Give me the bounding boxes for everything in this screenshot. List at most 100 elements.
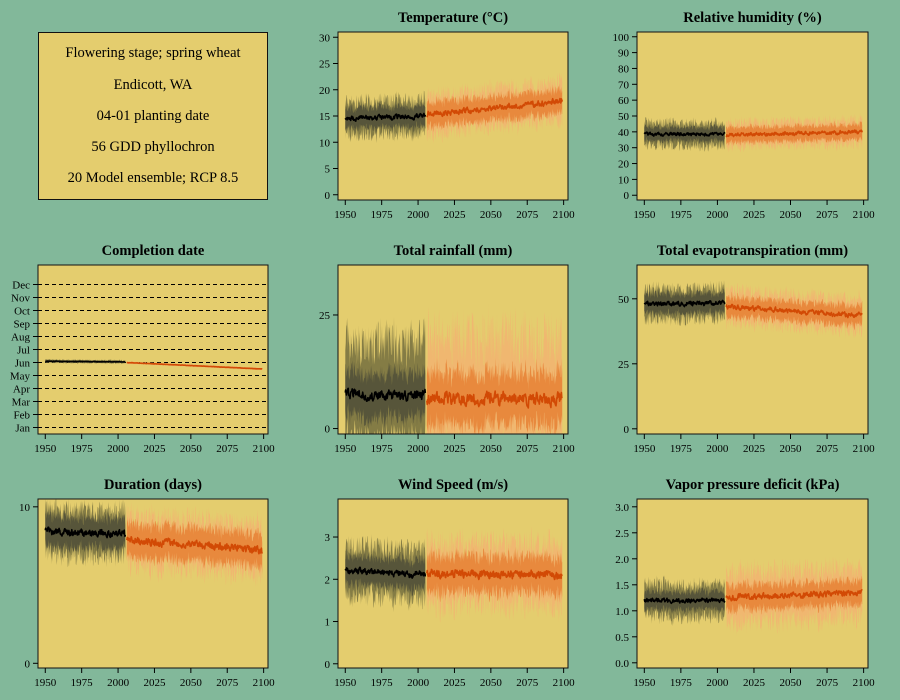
vapor-pressure-deficit-xtick-label-6: 2100 xyxy=(853,677,876,689)
vapor-pressure-deficit-future-inner-band xyxy=(726,575,863,616)
relative-humidity-ytick-label-8: 80 xyxy=(618,63,630,75)
temperature-xtick-label-6: 2100 xyxy=(553,209,576,221)
info-planting-date: 04-01 planting date xyxy=(96,108,210,124)
total-rainfall-xtick-label-0: 1950 xyxy=(334,443,357,455)
duration-historical-mean-line xyxy=(44,526,127,539)
relative-humidity-xtick-label-6: 2100 xyxy=(853,209,876,221)
relative-humidity-ytick-label-1: 10 xyxy=(618,174,630,186)
total-rainfall-frame xyxy=(337,264,569,435)
vapor-pressure-deficit-future-mean-line xyxy=(725,589,863,602)
wind-speed-xtick-label-4: 2050 xyxy=(480,677,503,689)
duration-title: Duration (days) xyxy=(104,477,202,493)
total-evapotranspiration-ytick-label-0: 0 xyxy=(624,424,630,436)
temperature-ytick-label-4: 20 xyxy=(319,85,331,97)
total-evapotranspiration-frame xyxy=(636,264,869,435)
duration-xtick-label-3: 2025 xyxy=(143,677,166,689)
completion-date-xtick-label-0: 1950 xyxy=(34,443,57,455)
completion-date-xtick-label-5: 2075 xyxy=(216,443,239,455)
total-rainfall-xtick-label-3: 2025 xyxy=(443,443,466,455)
duration-xtick-label-1: 1975 xyxy=(71,677,94,689)
vapor-pressure-deficit-ytick-label-3: 1.5 xyxy=(615,580,629,592)
wind-speed-future-mean-line xyxy=(426,568,563,581)
total-evapotranspiration-ytick-label-2: 50 xyxy=(618,294,630,306)
temperature-future-mean-line xyxy=(426,97,563,118)
total-evapotranspiration-xtick-label-0: 1950 xyxy=(633,443,656,455)
total-rainfall-future-mean-line xyxy=(426,390,563,409)
duration-xtick-label-5: 2075 xyxy=(216,677,239,689)
temperature-historical-mean-line xyxy=(344,112,427,122)
relative-humidity-plot-area xyxy=(637,32,868,200)
vapor-pressure-deficit-xtick-label-4: 2050 xyxy=(780,677,803,689)
duration-future-mean-line xyxy=(126,536,263,555)
total-evapotranspiration-title: Total evapotranspiration (mm) xyxy=(657,243,848,259)
temperature-xtick-label-2: 2000 xyxy=(407,209,430,221)
total-rainfall-ytick-label-0: 0 xyxy=(325,424,331,436)
vapor-pressure-deficit-ytick-label-5: 2.5 xyxy=(615,528,629,540)
completion-date-ytick-label-11: Dec xyxy=(12,280,30,292)
info-location: Endicott, WA xyxy=(113,77,193,93)
relative-humidity-ytick-label-10: 100 xyxy=(613,32,630,44)
vapor-pressure-deficit-xtick-label-3: 2025 xyxy=(743,677,766,689)
vapor-pressure-deficit-xtick-label-5: 2075 xyxy=(816,677,839,689)
completion-date-xtick-label-4: 2050 xyxy=(180,443,203,455)
duration-ytick-label-1: 10 xyxy=(19,502,31,514)
relative-humidity-ytick-label-5: 50 xyxy=(618,111,630,123)
relative-humidity-ytick-label-2: 20 xyxy=(618,159,630,171)
total-rainfall-historical-inner-band xyxy=(345,360,426,429)
wind-speed-chart: Wind Speed (m/s) 0 1 2 3 1950 1975 2000 2025 2050… xyxy=(325,477,576,689)
completion-date-ytick-label-5: Jun xyxy=(15,358,31,370)
total-rainfall-xtick-label-2: 2000 xyxy=(407,443,430,455)
temperature-xtick-label-3: 2025 xyxy=(443,209,466,221)
temperature-ytick-label-1: 5 xyxy=(325,164,331,176)
temperature-ytick-label-0: 0 xyxy=(325,190,331,202)
completion-date-xtick-label-2: 2000 xyxy=(107,443,130,455)
completion-date-chart: Completion date JanFebMarAprMayJunJulAugS… xyxy=(10,243,275,455)
vapor-pressure-deficit-frame xyxy=(636,498,869,669)
completion-date-ytick-label-4: May xyxy=(10,371,31,383)
temperature-ytick-label-2: 10 xyxy=(319,137,331,149)
total-evapotranspiration-future-mean-line xyxy=(725,303,863,319)
vapor-pressure-deficit-ytick-label-2: 1.0 xyxy=(615,606,629,618)
wind-speed-ytick-label-3: 3 xyxy=(325,532,331,544)
total-rainfall-xtick-label-5: 2075 xyxy=(516,443,539,455)
completion-date-ytick-label-7: Aug xyxy=(11,332,30,344)
completion-date-ytick-label-2: Mar xyxy=(12,397,31,409)
total-evapotranspiration-xtick-label-3: 2025 xyxy=(743,443,766,455)
wind-speed-xtick-label-1: 1975 xyxy=(371,677,394,689)
duration-future-inner-band xyxy=(126,516,263,576)
wind-speed-xtick-label-6: 2100 xyxy=(553,677,576,689)
total-evapotranspiration-xtick-label-6: 2100 xyxy=(853,443,876,455)
relative-humidity-ytick-label-7: 70 xyxy=(618,79,630,91)
relative-humidity-xtick-label-4: 2050 xyxy=(780,209,803,221)
total-evapotranspiration-ytick-label-1: 25 xyxy=(618,359,630,371)
duration-frame xyxy=(37,498,269,669)
total-evapotranspiration-historical-inner-band xyxy=(644,288,725,320)
wind-speed-historical-mean-line xyxy=(344,566,427,579)
relative-humidity-xtick-label-5: 2075 xyxy=(816,209,839,221)
temperature-ytick-label-5: 25 xyxy=(319,59,331,71)
vapor-pressure-deficit-ytick-label-4: 2.0 xyxy=(615,554,629,566)
vapor-pressure-deficit-ytick-label-6: 3.0 xyxy=(615,502,629,514)
vapor-pressure-deficit-xtick-label-1: 1975 xyxy=(670,677,693,689)
relative-humidity-xtick-label-0: 1950 xyxy=(633,209,656,221)
completion-date-historical-mean-line xyxy=(44,360,126,363)
wind-speed-frame xyxy=(337,498,569,669)
vapor-pressure-deficit-xtick-label-0: 1950 xyxy=(633,677,656,689)
total-rainfall-historical-mean-line xyxy=(344,387,427,402)
completion-date-future-mean-line xyxy=(126,361,263,370)
relative-humidity-xtick-label-1: 1975 xyxy=(670,209,693,221)
wind-speed-ytick-label-2: 2 xyxy=(325,574,331,586)
completion-date-xtick-label-3: 2025 xyxy=(143,443,166,455)
relative-humidity-title: Relative humidity (%) xyxy=(683,10,822,26)
total-rainfall-ytick-label-1: 25 xyxy=(319,310,331,322)
completion-date-title: Completion date xyxy=(102,243,205,259)
duration-xtick-label-6: 2100 xyxy=(253,677,276,689)
duration-ytick-label-0: 0 xyxy=(25,658,31,670)
info-crop-stage: Flowering stage; spring wheat xyxy=(65,45,241,61)
duration-xtick-label-4: 2050 xyxy=(180,677,203,689)
completion-date-ytick-label-10: Nov xyxy=(11,293,30,305)
relative-humidity-ytick-label-9: 90 xyxy=(618,48,630,60)
total-rainfall-chart: Total rainfall (mm) 0 25 1950 1975 2000 2025 20… xyxy=(319,243,575,455)
vapor-pressure-deficit-ytick-label-1: 0.5 xyxy=(615,632,629,644)
relative-humidity-ytick-label-4: 40 xyxy=(618,127,630,139)
